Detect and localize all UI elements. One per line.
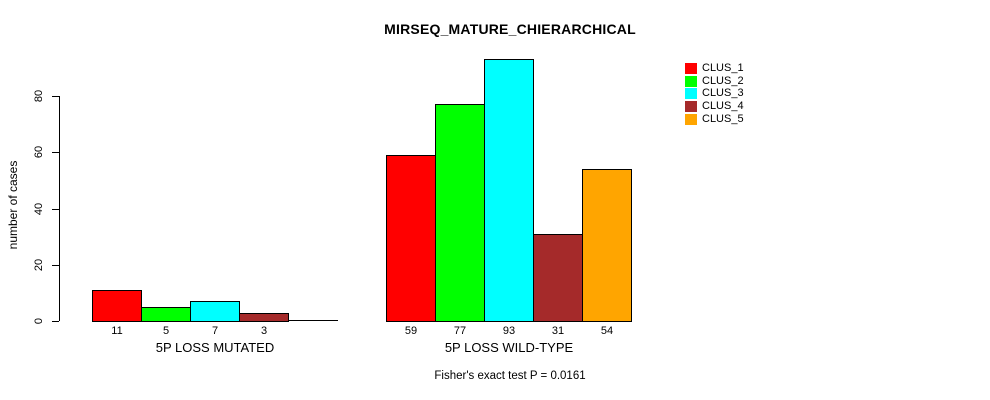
bar-clus-4-5p-loss-mutated bbox=[239, 313, 289, 322]
y-tick-label: 80 bbox=[33, 89, 45, 103]
legend-label: CLUS_3 bbox=[702, 87, 744, 100]
bar-clus-1-5p-loss-mutated bbox=[92, 290, 142, 322]
group-label-5p-loss-wild-type: 5P LOSS WILD-TYPE bbox=[444, 340, 574, 355]
bar-value-label: 59 bbox=[404, 325, 418, 337]
y-tick-mark bbox=[52, 265, 59, 266]
y-tick-mark bbox=[52, 209, 59, 210]
legend-row: CLUS_4 bbox=[685, 100, 744, 113]
legend-label: CLUS_5 bbox=[702, 113, 744, 126]
bar-clus-3-5p-loss-wild-type bbox=[484, 59, 534, 322]
legend: CLUS_1 CLUS_2 CLUS_3 CLUS_4 CLUS_5 bbox=[685, 62, 744, 126]
legend-row: CLUS_2 bbox=[685, 75, 744, 88]
y-tick-label: 0 bbox=[33, 317, 45, 325]
legend-row: CLUS_1 bbox=[685, 62, 744, 75]
legend-swatch-icon bbox=[685, 88, 697, 100]
bar-value-label: 3 bbox=[260, 325, 268, 337]
y-tick-mark bbox=[52, 321, 59, 322]
y-tick-label: 20 bbox=[33, 258, 45, 272]
bar-clus-2-5p-loss-wild-type bbox=[435, 104, 485, 322]
bar-value-label: 77 bbox=[453, 325, 467, 337]
y-tick-mark bbox=[52, 152, 59, 153]
bar-clus-3-5p-loss-mutated bbox=[190, 301, 240, 322]
legend-swatch-icon bbox=[685, 114, 697, 126]
y-axis-line bbox=[59, 96, 60, 321]
fisher-test-annotation: Fisher's exact test P = 0.0161 bbox=[434, 370, 586, 382]
legend-swatch-icon bbox=[685, 62, 697, 74]
y-tick-label: 40 bbox=[33, 202, 45, 216]
legend-row: CLUS_3 bbox=[685, 88, 744, 101]
legend-swatch-icon bbox=[685, 101, 697, 113]
y-tick-label: 60 bbox=[33, 145, 45, 159]
bar-clus-5-5p-loss-wild-type bbox=[582, 169, 632, 322]
bar-value-label: 7 bbox=[211, 325, 219, 337]
bar-value-label: 31 bbox=[551, 325, 565, 337]
bar-value-label: 54 bbox=[600, 325, 614, 337]
group-label-5p-loss-mutated: 5P LOSS MUTATED bbox=[155, 340, 275, 355]
bar-clus-1-5p-loss-wild-type bbox=[386, 155, 436, 322]
legend-label: CLUS_1 bbox=[702, 61, 744, 74]
legend-label: CLUS_4 bbox=[702, 100, 744, 113]
legend-label: CLUS_2 bbox=[702, 74, 744, 87]
legend-row: CLUS_5 bbox=[685, 113, 744, 126]
y-tick-mark bbox=[52, 96, 59, 97]
bar-clus-4-5p-loss-wild-type bbox=[533, 234, 583, 322]
bar-clus-5-5p-loss-mutated bbox=[288, 320, 338, 321]
legend-swatch-icon bbox=[685, 75, 697, 87]
bar-value-label: 11 bbox=[111, 325, 123, 337]
y-axis-title: number of cases bbox=[6, 160, 20, 250]
bar-value-label: 93 bbox=[502, 325, 516, 337]
chart-title: MIRSEQ_MATURE_CHIERARCHICAL bbox=[384, 21, 636, 37]
bar-clus-2-5p-loss-mutated bbox=[141, 307, 191, 322]
bar-value-label: 5 bbox=[162, 325, 170, 337]
